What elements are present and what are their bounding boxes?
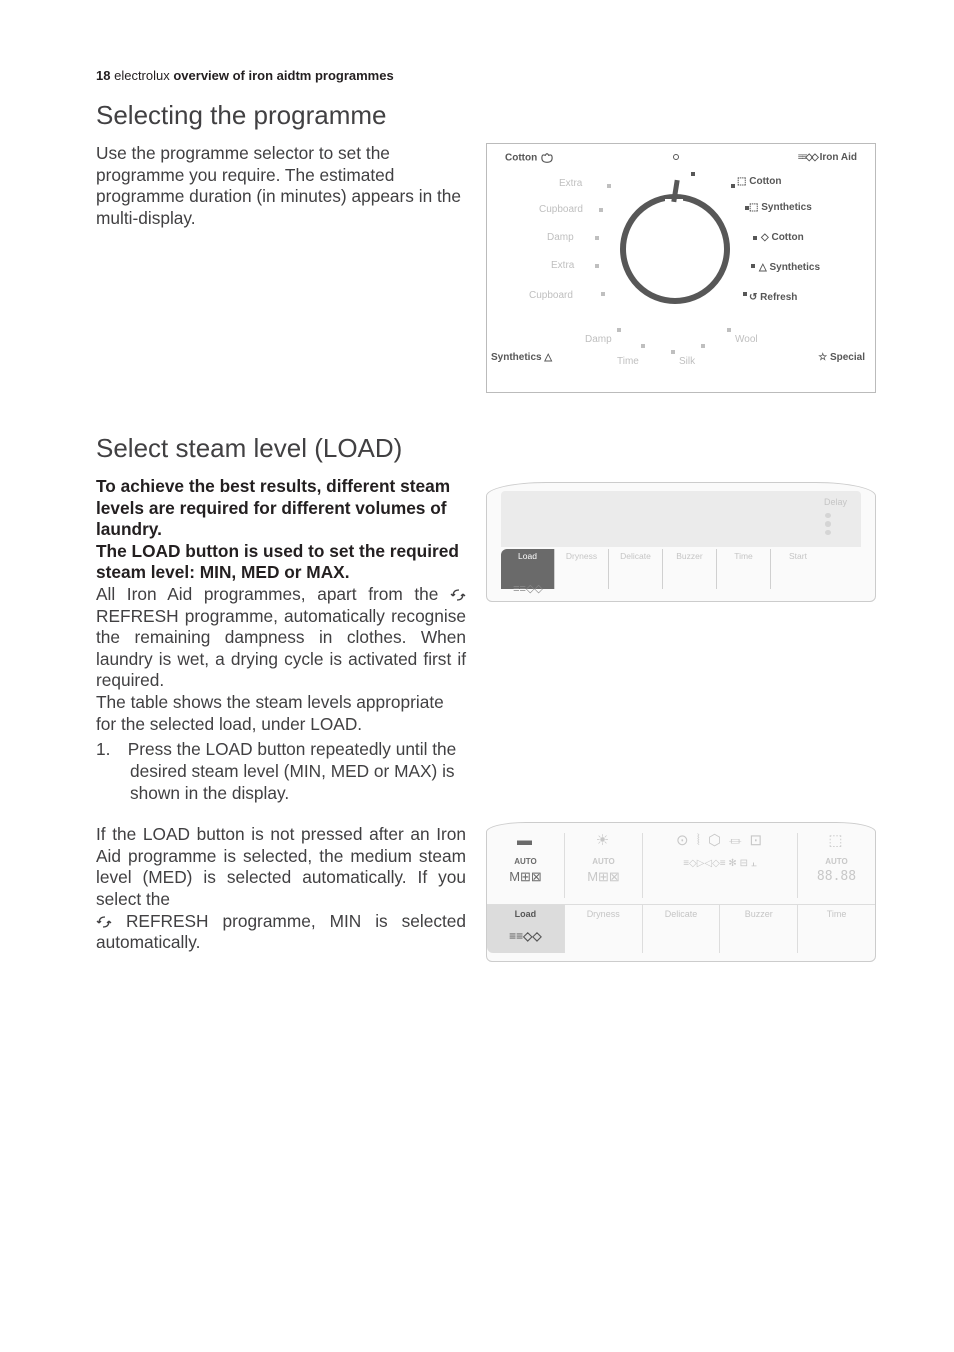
dial-left-4: Cupboard xyxy=(529,290,573,301)
steam-p3: If the LOAD button is not pressed after … xyxy=(96,824,466,954)
delay-label: Delay xyxy=(824,497,847,507)
p2-load-button[interactable]: Load ≡≡◇◇ xyxy=(487,905,565,953)
p2-dryness-button[interactable]: Dryness xyxy=(565,905,643,953)
panel2-seg-2: ⊙ ⦚ ⬡ ⏛ ⊡ ≡◇▷◁◇≡ ✻ ⊟ ⫠ xyxy=(643,833,798,898)
dial-right-0: ⬚ Cotton xyxy=(737,176,781,187)
panel2-seg-0: ▬ AUTO M⊞⊠ xyxy=(487,833,565,898)
dial-left-3: Extra xyxy=(551,260,574,271)
dial-cotton-label: Cotton xyxy=(505,152,554,164)
panel2-seg-1: ☀ AUTO M⊞⊠ xyxy=(565,833,643,898)
dial-ironaid-label: ≡≡◇◇ Iron Aid xyxy=(798,152,857,163)
header-section: overview of iron aidtm programmes xyxy=(173,68,393,83)
dryness-button[interactable]: Dryness xyxy=(555,549,609,589)
control-panel-1: Delay Load Dryness Delicate Buzzer Time … xyxy=(486,482,876,602)
start-button[interactable]: Start xyxy=(771,549,825,589)
dial-bm-0: Damp xyxy=(585,334,612,345)
steam-level-bold: To achieve the best results, different s… xyxy=(96,476,466,584)
delicate-button[interactable]: Delicate xyxy=(609,549,663,589)
dial-bm-1: Time xyxy=(617,356,639,367)
p2-time-button[interactable]: Time xyxy=(798,905,875,953)
panel2-seg-3: ⬚ AUTO 88.88 xyxy=(798,833,875,898)
refresh-icon-2 xyxy=(96,915,112,929)
steam-level-title: Select steam level (LOAD) xyxy=(96,433,876,464)
dial-right-1: ⬚ Synthetics xyxy=(749,202,812,213)
delay-indicator-dots xyxy=(825,513,833,535)
dial-left-0: Extra xyxy=(559,178,582,189)
dial-right-3: △ Synthetics xyxy=(759,262,820,273)
selecting-programme-text: Use the programme selector to set the pr… xyxy=(96,143,466,229)
p2-buzzer-button[interactable]: Buzzer xyxy=(720,905,798,953)
dial-bottom-left: Synthetics △ xyxy=(491,352,552,363)
dial-left-2: Damp xyxy=(547,232,574,243)
p2-delicate-button[interactable]: Delicate xyxy=(643,905,721,953)
page-header: 18 electrolux overview of iron aidtm pro… xyxy=(96,68,394,83)
dial-bm-3: Wool xyxy=(735,334,758,345)
dial-left-1: Cupboard xyxy=(539,204,583,215)
brand: electrolux xyxy=(114,68,170,83)
page-number: 18 xyxy=(96,68,110,83)
time-button[interactable]: Time xyxy=(717,549,771,589)
para2-text: multi-display. xyxy=(96,208,196,228)
dial-right-2: ◇ Cotton xyxy=(761,232,804,243)
buzzer-button[interactable]: Buzzer xyxy=(663,549,717,589)
para1-text: Use the programme selector to set the pr… xyxy=(96,143,461,206)
control-panel-2: ▬ AUTO M⊞⊠ ☀ AUTO M⊞⊠ ⊙ ⦚ ⬡ ⏛ ⊡ ≡◇▷◁◇≡ ✻… xyxy=(486,822,876,962)
list-item-1: 1. Press the LOAD button repeatedly unti… xyxy=(96,739,466,804)
steam-p2: The table shows the steam levels appropr… xyxy=(96,692,466,735)
refresh-icon xyxy=(450,588,466,602)
dial-bottom-right: ☆ Special xyxy=(818,352,865,363)
selecting-programme-title: Selecting the programme xyxy=(96,100,876,131)
dial-bm-2: Silk xyxy=(679,356,695,367)
programme-dial-diagram: Cotton ≡≡◇◇ Iron Aid Extra Cupboard Damp… xyxy=(486,143,876,393)
load-icon: ≡≡◇◇ xyxy=(501,582,555,595)
dial-right-4: ↺ Refresh xyxy=(749,292,797,303)
steam-p1: All Iron Aid programmes, apart from the … xyxy=(96,584,466,692)
p2-load-icon: ≡≡◇◇ xyxy=(487,929,564,943)
